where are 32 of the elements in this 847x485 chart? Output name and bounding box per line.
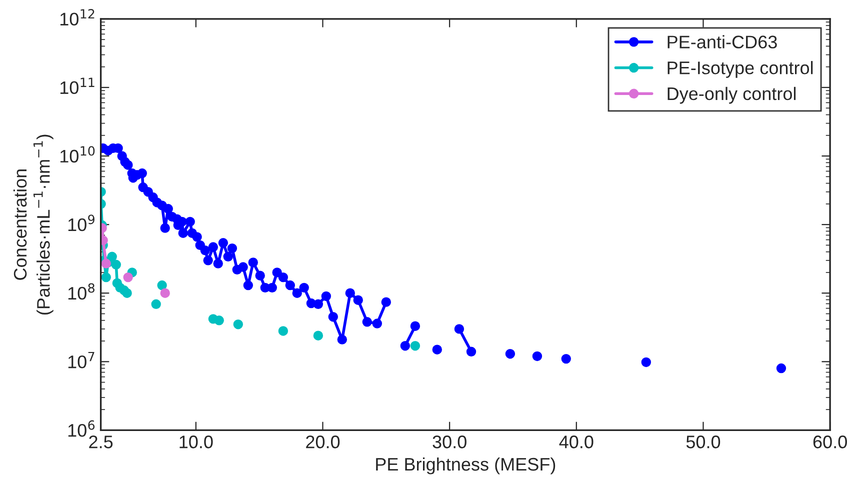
- point: [313, 330, 324, 340]
- y-tick-label: 10$^{6}$: [68, 420, 95, 437]
- y-tick-label: 10$^{8}$: [68, 283, 94, 300]
- y-tick-label: 10$^{7}$: [68, 352, 94, 368]
- legend-label: Dye-only control: [668, 86, 796, 104]
- point: [157, 280, 167, 290]
- x-tick-label: 20.0: [306, 436, 340, 448]
- point: [122, 288, 132, 298]
- x-tick-label: 30.0: [432, 436, 466, 448]
- point: [410, 340, 420, 351]
- y-tick-label: 10$^{10}$: [60, 146, 95, 163]
- y-tick-label: 10$^{9}$: [68, 214, 94, 232]
- x-axis-title: PE Brightness (MESF): [376, 457, 556, 474]
- x-tick-label: 40.0: [559, 436, 594, 448]
- legend-label: PE-anti-CD63: [668, 35, 777, 48]
- x-tick-label: 2.5: [89, 436, 113, 448]
- point: [111, 260, 121, 270]
- y-tick-label: 10$^{11}$: [60, 78, 94, 94]
- point: [278, 326, 288, 336]
- y-axis-title: Concentration (Particles·mL$^{−1}$·nm$^{−1}$): [13, 134, 54, 315]
- x-tick-label: 50.0: [686, 436, 720, 448]
- point: [151, 299, 161, 310]
- x-tick-label: 60.0: [813, 436, 847, 448]
- point: [160, 288, 170, 298]
- x-tick-label: 10.0: [180, 436, 213, 448]
- point: [107, 252, 117, 262]
- legend-label: PE-Isotype control: [668, 61, 813, 78]
- point: [233, 319, 244, 330]
- y-tick-label: 10$^{12}$: [60, 9, 94, 26]
- point: [101, 272, 111, 282]
- point: [123, 272, 133, 282]
- point: [214, 316, 224, 326]
